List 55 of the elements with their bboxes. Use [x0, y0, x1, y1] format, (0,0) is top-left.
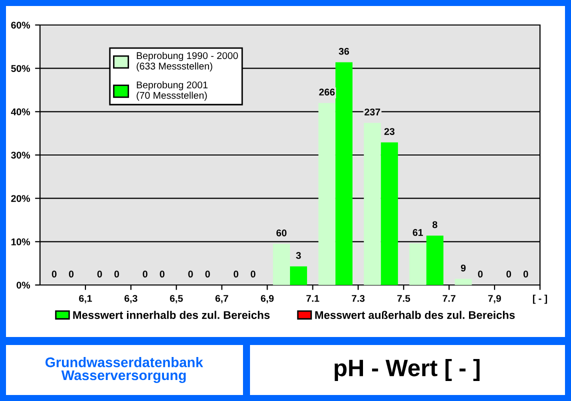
bar — [290, 266, 308, 285]
annotation: 0 — [234, 270, 238, 278]
x-tick-label: 7.5 — [397, 295, 410, 302]
text: Messwert innerhalb des zul. Bereichs — [73, 310, 270, 319]
y-tick-label: 40% — [10, 108, 30, 116]
annotation: 3 — [296, 252, 301, 259]
text: pH - Wert [ - ] — [334, 358, 480, 382]
x-tick-label: 7.7 — [442, 295, 456, 302]
annotation: 60 — [276, 229, 286, 236]
x-tick-label: 6,5 — [170, 294, 183, 304]
annotation: 0 — [205, 270, 210, 278]
y-tick-label: 50% — [11, 65, 30, 72]
bar — [454, 278, 472, 285]
bar — [380, 142, 398, 285]
x-tick-label: 6,9 — [260, 294, 274, 304]
x-tick-label: 7.3 — [352, 294, 365, 302]
bar — [409, 243, 426, 285]
y-tick-label: 20% — [11, 195, 30, 202]
x-tick-label: 6,1 — [79, 294, 92, 304]
annotation: 237 — [364, 108, 380, 116]
annotation: 0 — [250, 270, 256, 278]
legend-label: Beprobung 2001 (70 Messstellen) — [136, 81, 208, 101]
y-tick-label: 10% — [11, 238, 30, 246]
annotation: 8 — [432, 221, 438, 228]
annotation: 0 — [68, 270, 74, 278]
bar — [364, 122, 381, 285]
annotation: 0 — [160, 270, 164, 278]
bar — [426, 236, 444, 285]
annotation: 0 — [478, 270, 483, 278]
x-tick-label: 6,7 — [215, 294, 228, 304]
y-tick-label: 30% — [11, 152, 30, 159]
bar — [335, 62, 352, 285]
text: Messwert außerhalb des zul. Bereichs — [315, 310, 515, 319]
annotation: 0 — [506, 270, 512, 278]
annotation: 36 — [338, 48, 350, 55]
bar — [272, 244, 290, 285]
annotation: 0 — [97, 270, 102, 278]
annotation: 0 — [188, 270, 193, 278]
bar — [318, 103, 336, 285]
x-tick-label: 6,3 — [124, 294, 138, 304]
y-tick-label: 60% — [11, 22, 30, 29]
annotation: 0 — [52, 270, 57, 278]
x-tick-label: 7,9 — [488, 294, 501, 304]
x-tick-label: 7.1 — [306, 295, 320, 302]
annotation: 266 — [319, 88, 335, 96]
annotation: 23 — [384, 128, 394, 135]
x-tick-label: [ - ] — [532, 294, 548, 304]
legend-label: Beprobung 1990 - 2000 (633 Messstellen) — [136, 52, 238, 72]
annotation: 0 — [114, 270, 120, 278]
annotation: 61 — [412, 229, 423, 236]
y-tick-label: 0% — [16, 282, 30, 289]
annotation: 0 — [523, 270, 528, 278]
annotation: 9 — [460, 264, 466, 272]
text: Grundwasserdatenbank Wasserversorgung — [45, 357, 204, 383]
annotation: 0 — [142, 270, 148, 278]
